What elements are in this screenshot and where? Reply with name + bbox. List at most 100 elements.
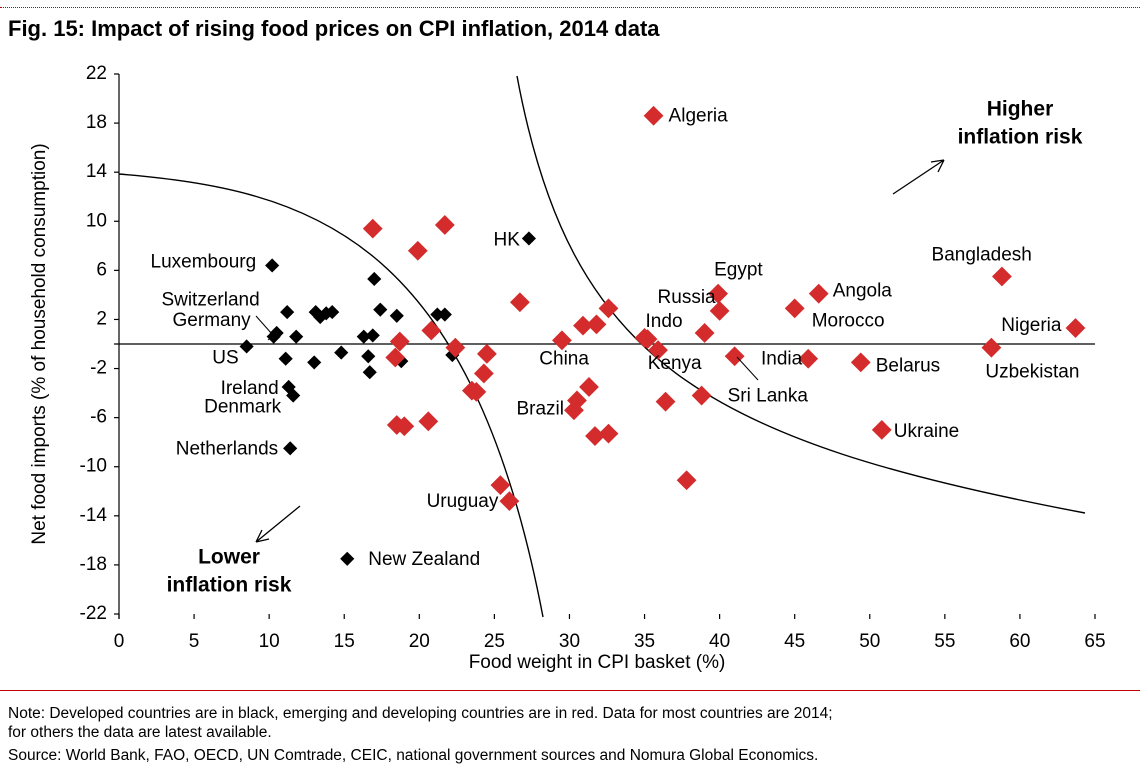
- data-point: [373, 302, 388, 317]
- x-tick-label: 35: [634, 631, 655, 652]
- x-tick-label: 50: [859, 631, 880, 652]
- data-point: [691, 385, 712, 406]
- data-point: [325, 305, 340, 320]
- chart-note: Note: Developed countries are in black, …: [8, 704, 833, 742]
- higher-risk-label-2: inflation risk: [958, 126, 1083, 149]
- label-new-zealand: New Zealand: [368, 549, 480, 570]
- point-uzbekistan: [981, 337, 1002, 358]
- data-point: [473, 363, 494, 384]
- label-morocco: Morocco: [812, 310, 885, 331]
- data-point: [445, 337, 466, 358]
- data-point: [598, 423, 619, 444]
- developed-countries-series: [239, 231, 536, 566]
- data-point: [634, 327, 655, 348]
- data-point: [365, 328, 380, 343]
- point-kenya: [694, 323, 715, 343]
- label-india: India: [761, 349, 803, 370]
- data-point: [361, 349, 376, 364]
- label-us: US: [212, 347, 238, 368]
- x-tick-label: 25: [484, 631, 505, 652]
- note-line-1: Note: Developed countries are in black, …: [8, 705, 833, 722]
- x-tick-label: 60: [1009, 631, 1030, 652]
- x-tick-label: 30: [559, 631, 580, 652]
- point-new-zealand: [340, 551, 355, 566]
- x-tick-label: 40: [709, 631, 730, 652]
- label-nigeria: Nigeria: [1001, 315, 1062, 336]
- y-tick-label: -2: [90, 358, 107, 379]
- chart-source: Source: World Bank, FAO, OECD, UN Comtra…: [8, 747, 819, 764]
- data-point: [585, 426, 605, 446]
- label-indo: Indo: [646, 311, 683, 332]
- x-tick-label: 20: [409, 631, 430, 652]
- switzerland-leader-line: [255, 315, 273, 335]
- data-point: [418, 411, 439, 432]
- data-point: [579, 377, 599, 397]
- data-point: [476, 343, 497, 364]
- data-point: [356, 329, 371, 344]
- data-point: [434, 215, 455, 235]
- data-point: [407, 240, 428, 261]
- data-point: [573, 315, 593, 336]
- x-tick-label: 65: [1084, 631, 1105, 652]
- point-russia: [709, 300, 730, 321]
- label-russia: Russia: [658, 287, 717, 308]
- label-hk: HK: [494, 229, 521, 250]
- data-point: [648, 340, 668, 361]
- data-point: [289, 329, 304, 344]
- label-switzerland: Switzerland: [161, 290, 259, 311]
- data-point: [385, 347, 406, 368]
- y-tick-label: 2: [96, 308, 107, 329]
- point-nigeria: [1065, 318, 1086, 338]
- label-brazil: Brazil: [516, 398, 564, 419]
- data-point: [510, 292, 530, 313]
- label-luxembourg: Luxembourg: [151, 251, 257, 272]
- y-axis-title: Net food imports (% of household consump…: [29, 143, 50, 544]
- point-morocco: [784, 298, 805, 319]
- y-tick-label: -10: [80, 456, 107, 477]
- data-point: [362, 218, 383, 239]
- label-algeria: Algeria: [669, 106, 729, 127]
- x-axis-title: Food weight in CPI basket (%): [469, 652, 726, 673]
- data-point: [466, 381, 487, 402]
- point-bangladesh: [992, 266, 1012, 287]
- y-tick-label: 14: [86, 161, 108, 182]
- data-point: [430, 307, 445, 322]
- point-india: [798, 348, 819, 369]
- data-point: [367, 271, 382, 287]
- data-point: [280, 305, 295, 320]
- y-tick-label: -22: [80, 603, 107, 624]
- data-point: [676, 470, 697, 491]
- point-china: [552, 330, 572, 351]
- y-tick-label: 18: [86, 112, 107, 133]
- label-uzbekistan: Uzbekistan: [985, 362, 1079, 383]
- label-angola: Angola: [833, 281, 893, 302]
- data-point: [389, 331, 410, 352]
- emerging-countries-series: [362, 105, 1086, 511]
- label-netherlands: Netherlands: [176, 438, 278, 459]
- x-tick-label: 55: [934, 631, 955, 652]
- lower-risk-boundary-curve: [118, 173, 544, 618]
- data-point: [278, 351, 293, 366]
- y-tick-label: 10: [86, 210, 107, 231]
- label-uruguay: Uruguay: [427, 491, 499, 512]
- point-egypt: [708, 283, 729, 304]
- y-tick-label: -14: [80, 505, 108, 526]
- label-kenya: Kenya: [648, 353, 702, 374]
- point-hk: [521, 231, 536, 246]
- x-tick-label: 15: [334, 631, 355, 652]
- higher-risk-label-1: Higher: [987, 98, 1054, 121]
- label-sri-lanka: Sri Lanka: [728, 385, 809, 406]
- sri-lanka-leader-line: [736, 356, 759, 381]
- data-point: [362, 365, 377, 380]
- label-denmark: Denmark: [204, 397, 282, 418]
- y-tick-label: -6: [90, 407, 107, 428]
- label-ireland: Ireland: [221, 378, 279, 399]
- label-egypt: Egypt: [714, 260, 763, 281]
- data-point: [567, 390, 587, 411]
- x-tick-label: 10: [259, 631, 280, 652]
- point-us: [239, 339, 254, 354]
- data-point: [490, 475, 511, 496]
- point-algeria: [643, 105, 664, 126]
- footer-rule: [0, 690, 1140, 691]
- data-point: [586, 314, 607, 335]
